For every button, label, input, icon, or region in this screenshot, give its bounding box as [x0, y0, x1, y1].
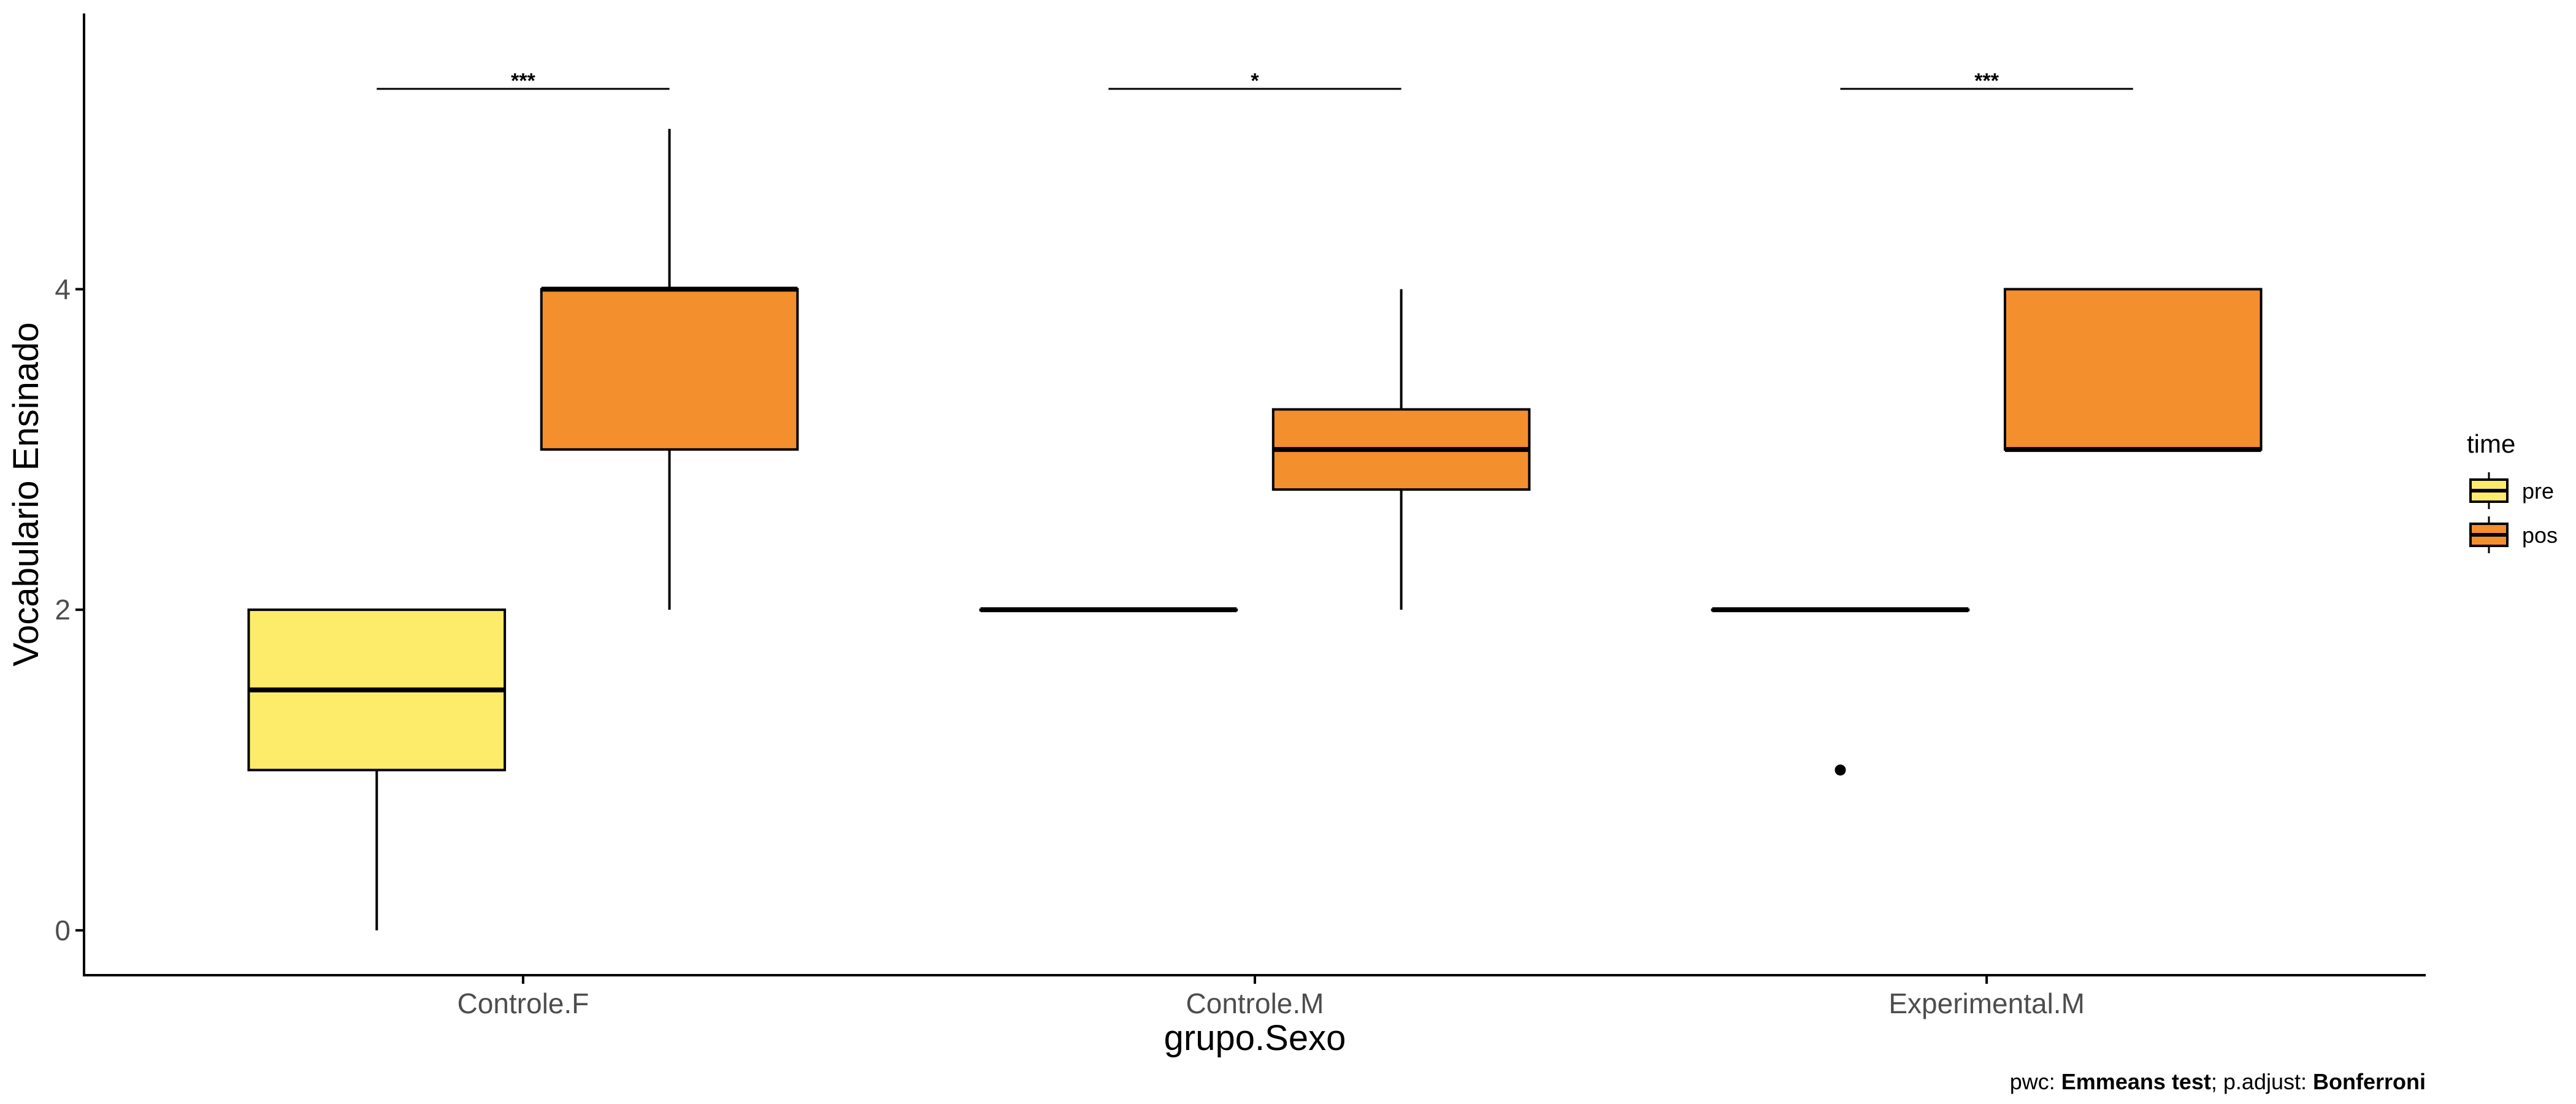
axis-ticks: 0 2 4 Controle.F Controle.M Experimental.M [55, 273, 2085, 1019]
x-tick-label: Controle.F [458, 987, 589, 1019]
significance-Experimental.M: *** [1840, 69, 2133, 93]
y-tick-label: 2 [55, 594, 71, 626]
significance-Controle.M: * [1108, 69, 1401, 93]
box-pos-Controle.F [540, 129, 799, 610]
caption-test: Emmeans test [2061, 1069, 2211, 1094]
box-pos-Controle.M [1271, 289, 1531, 610]
legend: time pre pos [2467, 429, 2558, 553]
caption: pwc: Emmeans test; p.adjust: Bonferroni [2010, 1069, 2426, 1094]
legend-label: pre [2522, 478, 2554, 504]
legend-entry-pre: pre [2469, 472, 2554, 509]
y-axis-title: Vocabulario Ensinado [6, 322, 46, 666]
legend-entry-pos: pos [2469, 516, 2558, 553]
significance-Controle.F: *** [377, 69, 670, 93]
x-tick-label: Controle.M [1186, 987, 1324, 1019]
box-body [540, 288, 799, 451]
box-pre-Experimental.M [1711, 607, 1970, 776]
y-tick-label: 0 [55, 914, 71, 946]
box-pos-Experimental.M [2003, 288, 2263, 452]
outlier-point [1834, 764, 1846, 776]
caption-mid: ; p.adjust: [2211, 1069, 2313, 1094]
x-axis-title: grupo.Sexo [1164, 1018, 1346, 1058]
caption-method: Bonferroni [2313, 1069, 2426, 1094]
caption-prefix: pwc: [2010, 1069, 2061, 1094]
box-pre-Controle.F [247, 608, 507, 930]
significance-label: *** [511, 69, 535, 93]
legend-title: time [2467, 429, 2515, 458]
axes [83, 13, 2426, 976]
significance-label: *** [1974, 69, 1999, 93]
plot-area: *** * *** [247, 69, 2263, 930]
legend-label: pos [2522, 523, 2558, 548]
significance-label: * [1251, 69, 1259, 93]
y-tick-label: 4 [55, 273, 71, 305]
box-body [2003, 288, 2263, 451]
x-tick-label: Experimental.M [1888, 987, 2085, 1019]
